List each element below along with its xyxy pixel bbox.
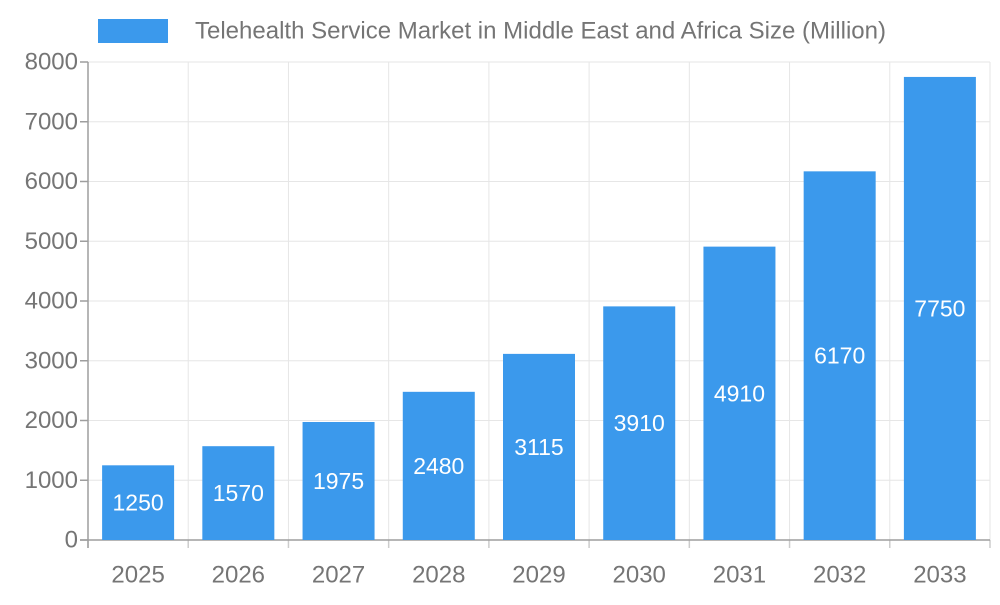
bar [703, 246, 776, 540]
bar [803, 171, 876, 540]
y-tick-label: 2000 [25, 407, 78, 434]
x-category-label: 2033 [913, 562, 966, 589]
bar-value-label: 1570 [213, 480, 264, 506]
bar [603, 306, 676, 540]
y-tick-label: 0 [65, 527, 78, 554]
bar-value-label: 4910 [714, 380, 765, 406]
y-tick-label: 5000 [25, 228, 78, 255]
x-category-label: 2030 [613, 562, 666, 589]
bar-value-label: 1975 [313, 468, 364, 494]
x-category-label: 2032 [813, 562, 866, 589]
y-axis: 0 1000 2000 3000 4000 5000 6000 7000 8000 [25, 49, 88, 554]
chart-title: Telehealth Service Market in Middle East… [195, 18, 886, 45]
bar-value-label: 3115 [514, 434, 563, 460]
x-category-label: 2026 [212, 562, 265, 589]
bar [402, 391, 475, 540]
bar-value-label: 7750 [914, 295, 965, 321]
legend-swatch [98, 19, 168, 43]
bar-value-label: 1250 [113, 490, 164, 516]
x-category-label: 2031 [713, 562, 766, 589]
bars: 1250 1570 1975 2480 3115 3910 4910 6170 7750 [102, 76, 976, 540]
y-tick-label: 4000 [25, 288, 78, 315]
x-axis: 2025 2026 2027 2028 2029 2030 2031 2032 2033 [87, 540, 991, 589]
bar [503, 353, 575, 540]
gridlines [88, 61, 991, 540]
bar [102, 465, 175, 540]
bar-value-label: 3910 [614, 410, 665, 436]
x-category-label: 2027 [312, 562, 365, 589]
y-tick-label: 7000 [25, 108, 78, 135]
bar [202, 446, 275, 540]
bar [302, 421, 375, 540]
x-category-label: 2028 [412, 562, 465, 589]
legend: Telehealth Service Market in Middle East… [98, 18, 886, 45]
x-category-label: 2025 [111, 562, 164, 589]
bar [903, 76, 976, 540]
y-tick-label: 1000 [25, 467, 78, 494]
bar-value-label: 2480 [413, 453, 464, 479]
bar-value-label: 6170 [814, 343, 865, 369]
x-category-label: 2029 [512, 562, 565, 589]
y-tick-label: 3000 [25, 347, 78, 374]
y-tick-label: 8000 [25, 49, 78, 76]
y-tick-label: 6000 [25, 168, 78, 195]
